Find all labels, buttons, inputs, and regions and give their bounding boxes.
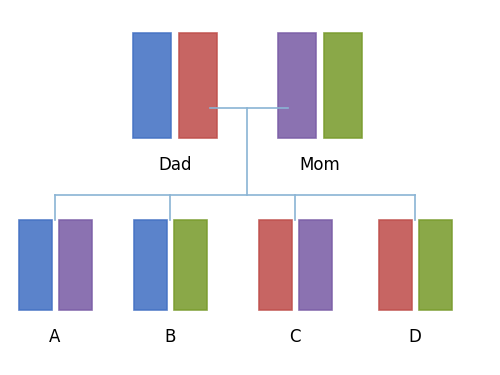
FancyBboxPatch shape [378, 220, 412, 310]
Text: A: A [50, 328, 60, 346]
FancyBboxPatch shape [174, 220, 206, 310]
Text: Dad: Dad [158, 156, 192, 174]
Text: Mom: Mom [300, 156, 341, 174]
Text: B: B [164, 328, 175, 346]
FancyBboxPatch shape [324, 33, 362, 138]
FancyBboxPatch shape [179, 33, 217, 138]
FancyBboxPatch shape [278, 33, 316, 138]
FancyBboxPatch shape [134, 220, 166, 310]
FancyBboxPatch shape [258, 220, 292, 310]
FancyBboxPatch shape [58, 220, 92, 310]
Text: D: D [408, 328, 422, 346]
FancyBboxPatch shape [298, 220, 332, 310]
Text: C: C [289, 328, 301, 346]
FancyBboxPatch shape [418, 220, 452, 310]
FancyBboxPatch shape [133, 33, 171, 138]
FancyBboxPatch shape [18, 220, 52, 310]
